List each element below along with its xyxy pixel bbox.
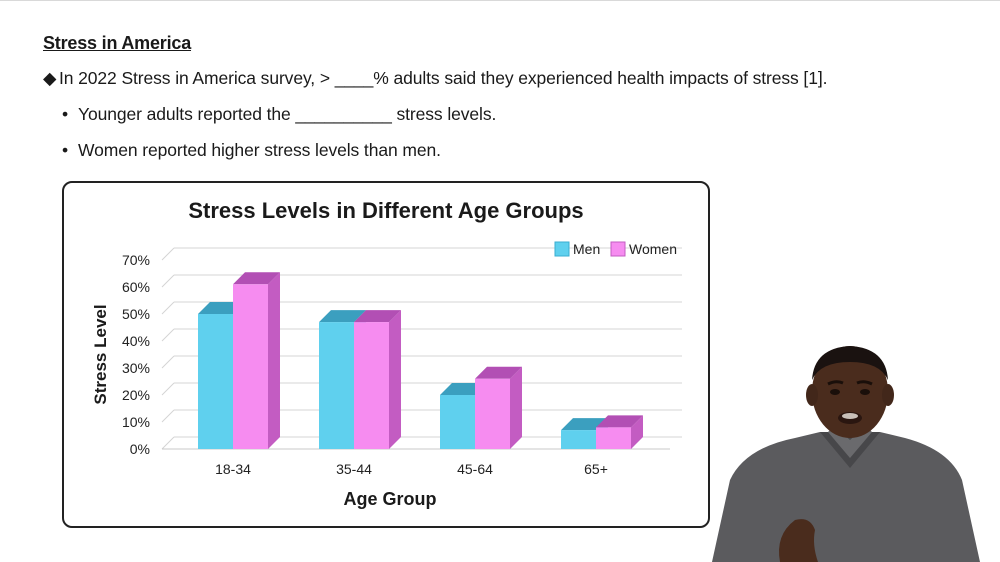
bar-women-65+ [596, 427, 631, 449]
bar-chart: Stress Levels in Different Age Groups 0% 1… [91, 198, 682, 509]
chart-frame: Stress Levels in Different Age Groups 0% 1… [62, 181, 710, 528]
y-axis-label: Stress Level [91, 304, 110, 404]
bullet-younger-adults-text: Younger adults reported the __________ s… [78, 104, 497, 124]
legend-swatch-women [610, 241, 626, 257]
y-tick-label: 20% [122, 387, 150, 403]
bullet-women-text: Women reported higher stress levels than… [78, 140, 441, 160]
y-tick-label: 60% [122, 279, 150, 295]
bar-top [561, 418, 608, 431]
y-tick-label: 30% [122, 360, 150, 376]
x-tick-label: 18-34 [215, 461, 251, 477]
bar-women-45-64 [475, 378, 510, 449]
gridline-depth [161, 247, 175, 261]
legend-label-women: Women [629, 241, 677, 257]
legend-swatch-men [554, 241, 570, 257]
chart-title: Stress Levels in Different Age Groups [188, 198, 583, 223]
bar-men-65+ [561, 430, 596, 449]
bar-women-18-34 [233, 284, 268, 449]
bar-top [596, 415, 643, 428]
bar-side [268, 272, 280, 449]
bar-top [354, 310, 401, 323]
bar-side [631, 415, 643, 449]
y-tick-label: 0% [130, 441, 150, 457]
bar-men-18-34 [198, 314, 233, 449]
bar-top [233, 272, 280, 285]
gridline-depth [161, 382, 175, 396]
x-tick-label: 45-64 [457, 461, 493, 477]
gridline-depth [161, 436, 175, 450]
y-tick-label: 70% [122, 252, 150, 268]
bullet-younger-adults: • Younger adults reported the __________ … [62, 104, 496, 125]
y-tick-label: 50% [122, 306, 150, 322]
bar-top [319, 310, 366, 323]
y-tick-label: 40% [122, 333, 150, 349]
bar-women-35-44 [354, 322, 389, 449]
x-tick-label: 35-44 [336, 461, 372, 477]
x-tick-label: 65+ [584, 461, 608, 477]
x-axis-label: Age Group [344, 489, 437, 509]
bullet-survey-text: In 2022 Stress in America survey, > ____… [59, 68, 828, 88]
bullet-women: • Women reported higher stress levels tha… [62, 140, 441, 161]
legend-label-men: Men [573, 241, 600, 257]
dot-bullet-icon: • [62, 140, 69, 160]
gridline-depth [161, 355, 175, 369]
bullet-survey: ◆ In 2022 Stress in America survey, > ___… [43, 68, 827, 89]
diamond-bullet-icon: ◆ [43, 68, 57, 88]
top-rule [0, 0, 1000, 1]
slide-heading: Stress in America [43, 33, 192, 53]
bar-men-45-64 [440, 395, 475, 449]
bar-side [389, 310, 401, 449]
gridline-depth [161, 301, 175, 315]
presenter-avatar-icon [712, 346, 980, 562]
bar-men-35-44 [319, 322, 354, 449]
bar-top [475, 366, 522, 379]
bar-side [510, 366, 522, 449]
gridline-depth [161, 328, 175, 342]
dot-bullet-icon: • [62, 104, 69, 124]
y-tick-label: 10% [122, 414, 150, 430]
gridline-depth [161, 409, 175, 423]
gridline-depth [161, 274, 175, 288]
